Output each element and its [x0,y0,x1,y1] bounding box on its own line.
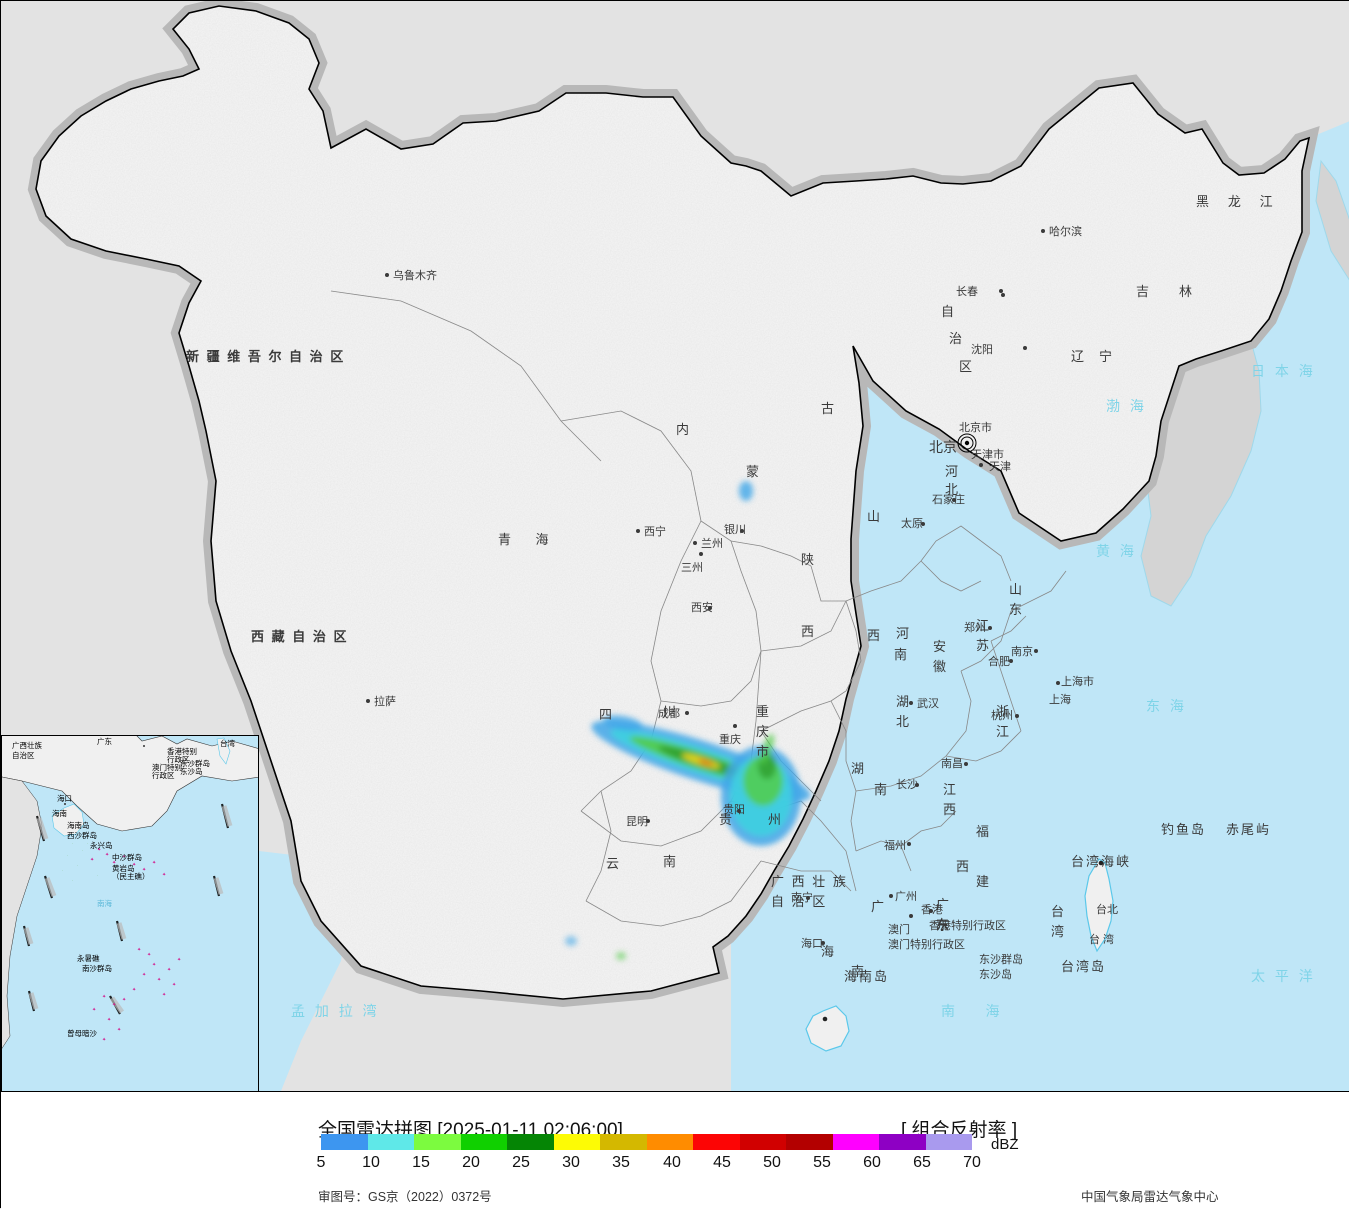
svg-text:南海: 南海 [97,898,112,908]
svg-text:海口: 海口 [57,793,72,803]
svg-text:✦: ✦ [92,1007,96,1013]
svg-text:✦: ✦ [107,1017,111,1023]
svg-text:.: . [97,873,98,877]
svg-text:.: . [72,878,73,882]
svg-text:✦: ✦ [105,852,109,858]
svg-text:.: . [87,841,88,845]
svg-text:.: . [77,863,78,867]
svg-text:✦: ✦ [102,1037,106,1043]
svg-text:（民主礁）: （民主礁） [112,871,150,881]
svg-text:自治区: 自治区 [12,750,35,760]
svg-text:海南岛: 海南岛 [67,820,90,830]
svg-text:✦: ✦ [152,962,156,968]
svg-text:✦: ✦ [167,967,171,973]
svg-text:✦: ✦ [147,952,151,958]
svg-text:南沙群岛: 南沙群岛 [82,963,112,973]
svg-text:行政区: 行政区 [152,770,175,780]
svg-text:永兴岛: 永兴岛 [90,840,113,850]
svg-text:✦: ✦ [112,1002,116,1008]
svg-text:✦: ✦ [122,997,126,1003]
svg-text:✦: ✦ [90,857,94,863]
svg-text:广东: 广东 [97,736,112,746]
svg-text:✦: ✦ [132,987,136,993]
svg-text:中沙群岛: 中沙群岛 [112,852,142,862]
svg-text:.: . [62,868,63,872]
svg-text:台湾: 台湾 [220,738,235,748]
svg-text:海南: 海南 [52,808,67,818]
svg-text:✦: ✦ [102,994,106,1000]
svg-text:.: . [82,848,83,852]
svg-text:东沙岛: 东沙岛 [180,766,203,776]
svg-text:✦: ✦ [117,1027,121,1033]
svg-text:✦: ✦ [157,977,161,983]
svg-text:✦: ✦ [152,860,156,866]
svg-text:广西壮族: 广西壮族 [12,740,42,750]
svg-text:.: . [72,841,73,845]
svg-text:✦: ✦ [162,872,166,878]
svg-text:.: . [67,853,68,857]
svg-text:西沙群岛: 西沙群岛 [67,830,97,840]
svg-text:✦: ✦ [162,992,166,998]
svg-text:✦: ✦ [172,982,176,988]
svg-text:✦: ✦ [177,957,181,963]
svg-text:曾母暗沙: 曾母暗沙 [67,1028,97,1038]
svg-text:✦: ✦ [137,947,141,953]
svg-text:永暑礁: 永暑礁 [77,953,100,963]
svg-text:✦: ✦ [142,972,146,978]
